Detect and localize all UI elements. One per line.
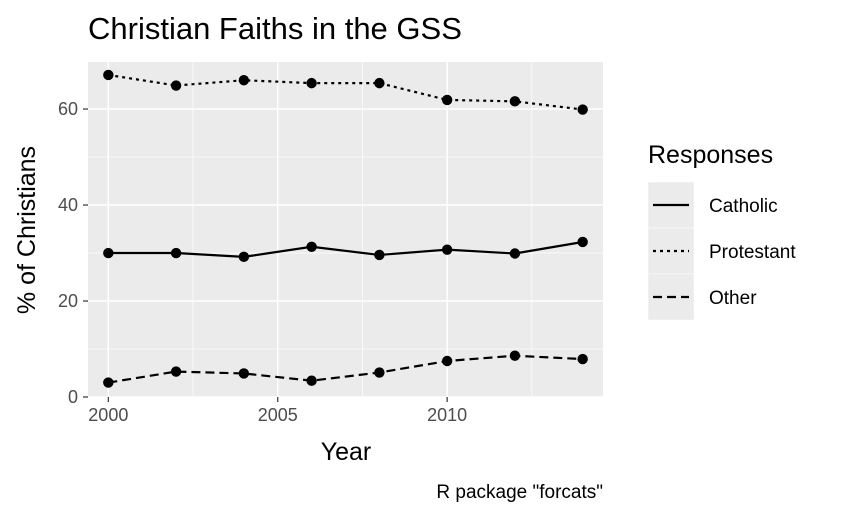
series-other	[103, 350, 588, 388]
series-line	[108, 73, 583, 111]
y-axis-title: % of Christians	[13, 146, 41, 314]
data-point	[577, 104, 588, 115]
legend-item-catholic: Catholic	[647, 181, 778, 229]
data-point	[238, 75, 250, 86]
caption: R package "forcats"	[436, 482, 603, 503]
series-layer	[103, 69, 588, 388]
series-catholic	[103, 236, 588, 263]
data-point	[441, 244, 453, 255]
data-point	[306, 241, 317, 252]
data-point	[170, 366, 182, 377]
x-tick-label: 2005	[258, 405, 298, 425]
data-point	[441, 355, 453, 367]
data-point	[103, 247, 114, 259]
series-line	[108, 354, 583, 384]
x-tick-label: 2000	[88, 405, 128, 425]
data-point	[170, 247, 182, 259]
x-axis-title: Year	[321, 438, 372, 466]
data-point	[509, 248, 521, 259]
data-point	[238, 251, 250, 263]
y-tick-label: 60	[58, 99, 78, 119]
data-point	[306, 375, 317, 386]
x-tick-label: 2010	[427, 405, 467, 425]
legend-item-other: Other	[647, 273, 757, 321]
series-protestant	[103, 69, 588, 115]
data-point	[170, 80, 182, 91]
data-point	[306, 77, 317, 89]
axis-ticks	[83, 108, 448, 402]
data-point	[509, 350, 521, 361]
data-point	[577, 353, 588, 365]
legend-label: Catholic	[709, 196, 778, 217]
data-point	[374, 249, 385, 261]
legend-label: Other	[709, 288, 757, 309]
data-point	[577, 236, 588, 248]
legend-label: Protestant	[709, 242, 796, 263]
data-point	[374, 77, 385, 89]
data-point	[441, 94, 453, 106]
y-tick-label: 40	[58, 195, 78, 215]
plot-panel	[88, 62, 603, 397]
series-line	[108, 240, 583, 258]
legend: Responses Catholic Protestant Other	[647, 141, 796, 321]
data-point	[103, 69, 114, 81]
chart-title: Christian Faiths in the GSS	[88, 11, 462, 46]
axis-tick-labels: 2000 2005 2010 0 20 40 60	[58, 99, 467, 425]
legend-title: Responses	[648, 141, 773, 169]
legend-item-protestant: Protestant	[647, 227, 796, 275]
y-tick-label: 20	[58, 291, 78, 311]
data-point	[509, 96, 521, 107]
major-gridlines	[88, 62, 603, 398]
data-point	[238, 368, 250, 379]
data-point	[103, 377, 114, 388]
data-point	[374, 367, 385, 378]
y-tick-label: 0	[68, 387, 78, 407]
